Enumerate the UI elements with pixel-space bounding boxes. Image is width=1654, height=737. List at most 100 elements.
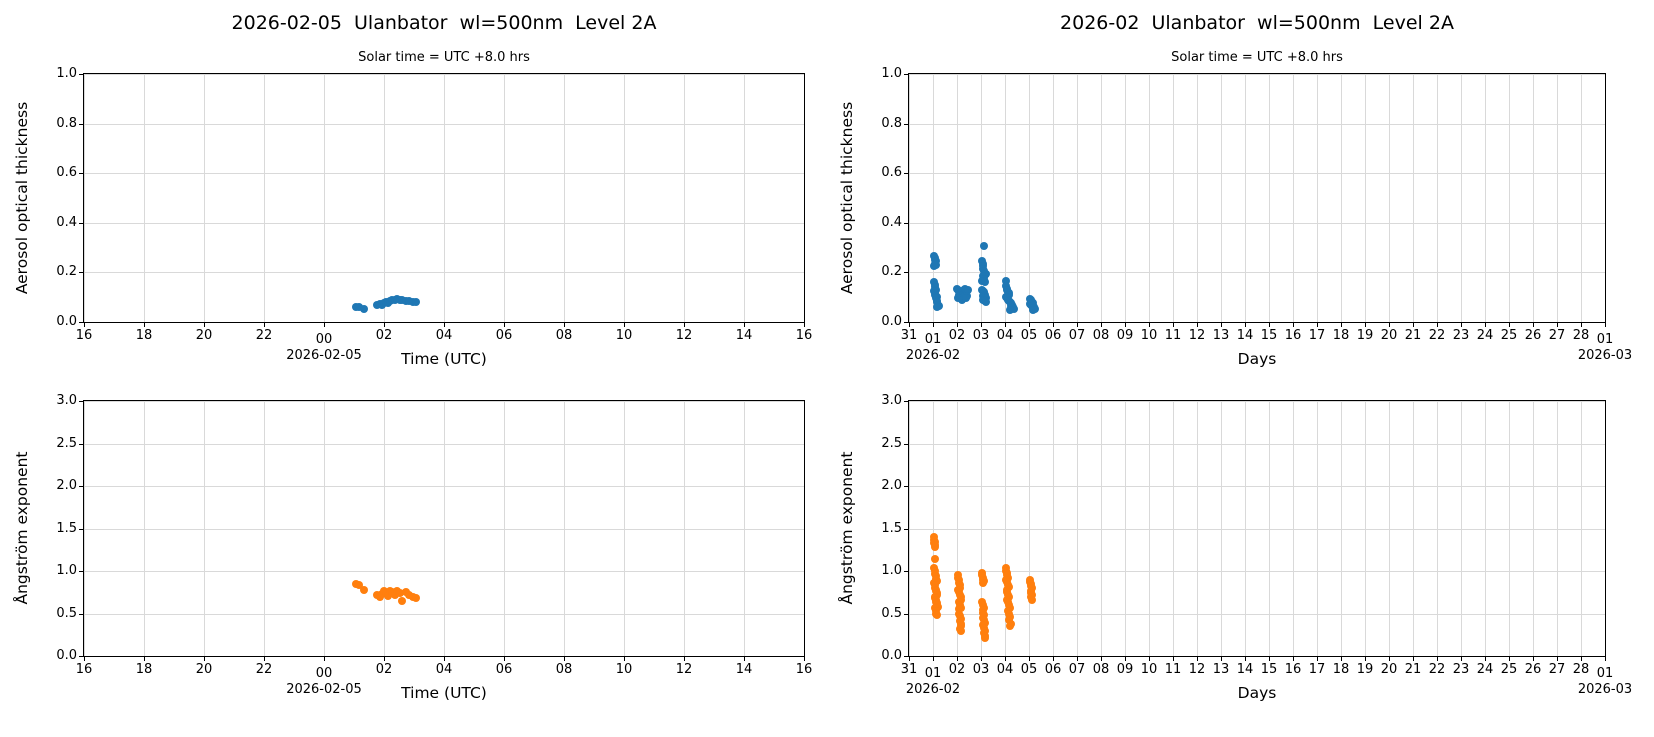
data-point <box>932 611 941 620</box>
y-tick-label: 0.8 <box>56 115 77 131</box>
data-point <box>412 298 421 307</box>
data-point <box>962 294 971 303</box>
chart-title-aot-day: 2026-02-05 Ulanbator wl=500nm Level 2A <box>231 12 657 34</box>
x-tick-mark <box>1173 657 1174 661</box>
y-tick-label: 2.0 <box>56 478 77 493</box>
x-tick-label: 20 <box>195 662 213 677</box>
x-tick-mark <box>1101 657 1102 661</box>
y-tick-mark <box>904 222 908 224</box>
x-tick-label: 18 <box>1332 328 1350 343</box>
x-tick-mark <box>1293 323 1294 327</box>
gridline-vertical <box>204 74 205 322</box>
x-tick-mark <box>504 657 505 661</box>
y-tick-mark <box>904 571 908 572</box>
x-tick-mark <box>1485 323 1486 327</box>
x-tick-label: 18 <box>1332 662 1350 677</box>
x-tick-mark <box>1269 323 1270 327</box>
x-tick-mark <box>564 657 565 661</box>
x-tick-mark <box>1557 323 1558 327</box>
x-tick-label: 02 <box>948 662 966 677</box>
x-tick-label: 02 <box>948 328 966 343</box>
gridline-vertical <box>1317 74 1318 322</box>
x-tick-label: 01 <box>1596 332 1614 347</box>
y-tick-mark <box>79 528 83 530</box>
x-tick-mark <box>264 323 265 327</box>
x-tick-label: 10 <box>1140 662 1158 677</box>
x-tick-label: 13 <box>1212 328 1230 343</box>
y-tick-label: 2.5 <box>56 435 77 451</box>
x-tick-mark <box>1461 657 1462 661</box>
x-tick-mark <box>204 657 205 661</box>
y-tick-mark <box>904 74 908 75</box>
x-tick-label: 18 <box>135 662 153 677</box>
x-tick-label: 01 <box>924 666 942 681</box>
x-tick-label: 14 <box>735 328 753 343</box>
x-tick-mark <box>84 657 85 661</box>
y-tick-mark <box>904 613 908 615</box>
x-tick-mark <box>957 657 958 661</box>
gridline-horizontal <box>84 613 804 615</box>
x-tick-label: 16 <box>75 328 93 343</box>
x-tick-label: 12 <box>675 328 693 343</box>
y-tick-mark <box>904 528 908 530</box>
y-tick-label: 0.0 <box>881 314 902 329</box>
data-point <box>933 303 942 312</box>
x-tick-mark <box>1077 657 1078 661</box>
gridline-horizontal <box>84 272 804 274</box>
x-tick-label: 23 <box>1452 328 1470 343</box>
y-tick-label: 0.0 <box>881 648 902 663</box>
y-tick-label: 0.5 <box>881 605 902 621</box>
x-tick-label: 20 <box>1380 662 1398 677</box>
x-axis-label-aot-day: Time (UTC) <box>401 350 487 368</box>
x-tick-label: 16 <box>1284 662 1302 677</box>
x-tick-label: 24 <box>1476 662 1494 677</box>
y-tick-label: 2.0 <box>881 478 902 493</box>
x-tick-mark <box>1221 323 1222 327</box>
x-tick-mark <box>384 657 385 661</box>
x-tick-mark <box>1005 657 1006 661</box>
x-tick-label: 02 <box>375 328 393 343</box>
data-point <box>395 589 404 598</box>
x-tick-mark <box>1581 657 1582 661</box>
x-tick-mark <box>1197 323 1198 327</box>
y-tick-label: 1.0 <box>56 563 77 578</box>
x-tick-label: 21 <box>1404 662 1422 677</box>
gridline-horizontal <box>909 123 1605 125</box>
x-tick-label: 05 <box>1020 662 1038 677</box>
x-tick-label: 26 <box>1524 328 1542 343</box>
gridline-vertical <box>1269 74 1270 322</box>
gridline-horizontal <box>909 613 1605 615</box>
x-tick-label: 20 <box>195 328 213 343</box>
y-tick-mark <box>904 322 908 323</box>
x-tick-date-label: 2026-02-05 <box>286 682 362 697</box>
y-tick-mark <box>904 486 908 487</box>
x-tick-mark <box>324 657 325 661</box>
y-tick-label: 0.0 <box>56 648 77 663</box>
x-tick-mark <box>1437 323 1438 327</box>
gridline-vertical <box>684 74 685 322</box>
x-tick-mark <box>1077 323 1078 327</box>
data-point <box>383 591 392 600</box>
plot-area-aot_month <box>908 73 1606 323</box>
y-tick-label: 1.0 <box>881 66 902 81</box>
x-tick-mark <box>684 657 685 661</box>
data-point <box>980 278 989 287</box>
gridline-vertical <box>1557 74 1558 322</box>
x-tick-label: 06 <box>1044 662 1062 677</box>
x-tick-mark <box>324 323 325 327</box>
gridline-horizontal <box>909 401 1605 402</box>
data-point <box>979 242 988 251</box>
x-tick-label: 17 <box>1308 662 1326 677</box>
data-point <box>930 538 939 547</box>
x-tick-mark <box>1101 323 1102 327</box>
y-tick-label: 0.8 <box>881 115 902 131</box>
x-tick-mark <box>1245 657 1246 661</box>
y-tick-label: 1.5 <box>881 520 902 536</box>
data-point <box>412 594 421 603</box>
x-tick-label: 00 <box>315 332 333 347</box>
y-tick-label: 0.6 <box>56 165 77 181</box>
y-tick-mark <box>79 443 83 445</box>
x-tick-label: 07 <box>1068 328 1086 343</box>
gridline-vertical <box>933 74 934 322</box>
gridline-horizontal <box>84 401 804 402</box>
